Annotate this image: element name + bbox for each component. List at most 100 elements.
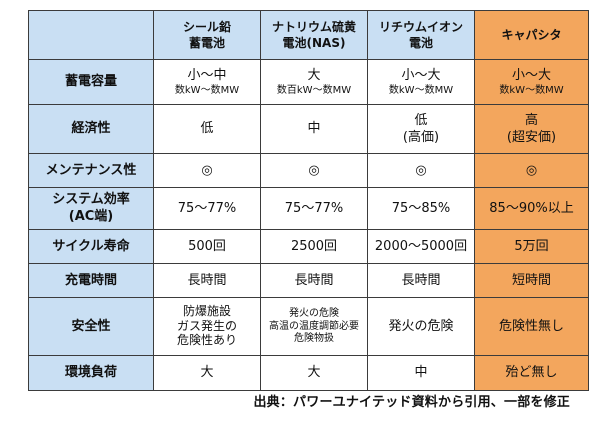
cell-main-text: 2500回 (290, 238, 338, 254)
row-label-line: (AC端) (68, 209, 114, 224)
cell-sub-text: 数百kW～数MW (276, 84, 352, 96)
header-lead-acid-battery: シール鉛 蓄電池 (153, 10, 261, 60)
cell-line: ガス発生の (176, 318, 237, 333)
table-cell: 中 (367, 355, 475, 391)
cell-main-text: 長時間 (401, 272, 441, 288)
cell-main-text: 長時間 (187, 272, 227, 288)
table-header-row: シール鉛 蓄電池 ナトリウム硫黄 電池(NAS) リチウムイオン 電池 キャパシ… (28, 10, 589, 60)
cell-main-text: 小～大 (401, 68, 441, 84)
cell-sub-text: (高価) (402, 129, 440, 145)
cell-sub-text: 数kW～数MW (174, 84, 240, 96)
cell-sub-text: (超安価) (506, 129, 557, 145)
capacitor-cell: 殆ど無し (474, 355, 589, 391)
table-cell: 2000～5000回 (367, 229, 475, 264)
cell-main-text: 大 (200, 365, 214, 381)
table-row: 経済性 低 中 低 (高価) 高 (超安価) (28, 104, 589, 154)
cell-main-text: 低 (200, 121, 214, 137)
cell-main-text: 大 (307, 365, 321, 381)
cell-main-text: 中 (414, 365, 428, 381)
table-cell: 防爆施設 ガス発生の 危険性あり (153, 297, 261, 356)
row-label-maintenance: メンテナンス性 (28, 153, 154, 188)
cell-main-text: 殆ど無し (505, 365, 558, 381)
cell-line: 発火の危険 (289, 308, 339, 320)
table-row: 安全性 防爆施設 ガス発生の 危険性あり 発火の危険 高温の温度調節必要 危険物… (28, 297, 589, 356)
cell-line: 危険物扱 (294, 333, 334, 345)
cell-main-text: 大 (307, 68, 321, 84)
cell-main-text: 短時間 (511, 272, 551, 288)
table-cell: 2500回 (260, 229, 368, 264)
table-cell: 大 (260, 355, 368, 391)
table-row: 環境負荷 大 大 中 殆ど無し (28, 355, 589, 391)
table-cell: 大 数百kW～数MW (260, 59, 368, 105)
table-cell: 中 (260, 104, 368, 154)
cell-sub-text: 数kW～数MW (499, 84, 564, 96)
cell-main-text: 発火の危険 (388, 318, 454, 334)
row-label-storage-capacity: 蓄電容量 (28, 59, 154, 105)
table-cell: 長時間 (260, 263, 368, 298)
row-label-environmental-load: 環境負荷 (28, 355, 154, 391)
row-label-cycle-life: サイクル寿命 (28, 229, 154, 264)
cell-main-text: 500回 (188, 238, 226, 254)
capacitor-cell: ◎ (474, 153, 589, 188)
row-label-economy: 経済性 (28, 104, 154, 154)
table-cell: 75～77% (260, 187, 368, 230)
cell-main-text: ◎ (308, 162, 320, 178)
table-cell: 発火の危険 高温の温度調節必要 危険物扱 (260, 297, 368, 356)
cell-main-text: 85～90%以上 (489, 200, 574, 216)
header-capacitor: キャパシタ (474, 10, 589, 60)
capacitor-cell: 小～大 数kW～数MW (474, 59, 589, 105)
capacitor-cell: 高 (超安価) (474, 104, 589, 154)
table-cell: 500回 (153, 229, 261, 264)
table-cell: 75～77% (153, 187, 261, 230)
cell-line: 高温の温度調節必要 (269, 320, 359, 332)
cell-main-text: 小～中 (187, 68, 227, 84)
row-label-charge-time: 充電時間 (28, 263, 154, 298)
header-line: 電池 (408, 35, 433, 50)
cell-main-text: 長時間 (294, 272, 334, 288)
cell-main-text: 5万回 (514, 238, 549, 254)
cell-main-text: 75～77% (284, 200, 344, 216)
table-cell: ◎ (153, 153, 261, 188)
header-line: リチウムイオン (378, 20, 463, 35)
header-line: キャパシタ (501, 27, 562, 42)
row-label-line: システム効率 (52, 192, 130, 208)
table-cell: 75～85% (367, 187, 475, 230)
table-cell: 長時間 (153, 263, 261, 298)
cell-main-text: 中 (307, 121, 321, 137)
table-cell: 小～中 数kW～数MW (153, 59, 261, 105)
capacitor-cell: 危険性無し (474, 297, 589, 356)
table-row: システム効率 (AC端) 75～77% 75～77% 75～85% (28, 187, 589, 230)
header-line: 蓄電池 (188, 35, 225, 50)
row-label-safety: 安全性 (28, 297, 154, 356)
cell-line: 危険性あり (176, 333, 237, 348)
table-cell: 小～大 数kW～数MW (367, 59, 475, 105)
table-row: 充電時間 長時間 長時間 長時間 短時間 (28, 263, 589, 298)
cell-main-text: 危険性無し (498, 318, 564, 334)
cell-main-text: ◎ (525, 162, 538, 178)
cell-main-text: 高 (524, 112, 538, 128)
table-row: 蓄電容量 小～中 数kW～数MW 大 数百kW～数MW 小～大 数kW～数MW (28, 59, 589, 105)
row-label-system-efficiency: システム効率 (AC端) (28, 187, 154, 230)
table-cell: 大 (153, 355, 261, 391)
header-nas-battery: ナトリウム硫黄 電池(NAS) (260, 10, 368, 60)
table-cell: 発火の危険 (367, 297, 475, 356)
cell-sub-text: 数kW～数MW (388, 84, 454, 96)
source-note: 出典：パワーユナイテッド資料から引用、一部を修正 (253, 395, 570, 410)
capacitor-cell: 短時間 (474, 263, 589, 298)
capacitor-cell: 5万回 (474, 229, 589, 264)
cell-line: 防爆施設 (182, 303, 231, 318)
comparison-table: シール鉛 蓄電池 ナトリウム硫黄 電池(NAS) リチウムイオン 電池 キャパシ… (28, 10, 589, 391)
table-row: メンテナンス性 ◎ ◎ ◎ ◎ (28, 153, 589, 188)
table-cell: 低 (高価) (367, 104, 475, 154)
header-line: ナトリウム硫黄 (271, 20, 356, 35)
table-cell: ◎ (367, 153, 475, 188)
cell-main-text: 2000～5000回 (374, 238, 468, 254)
table-cell: ◎ (260, 153, 368, 188)
cell-main-text: 低 (414, 112, 428, 128)
header-line: シール鉛 (182, 20, 231, 35)
table-cell: 低 (153, 104, 261, 154)
capacitor-cell: 85～90%以上 (474, 187, 589, 230)
cell-main-text: ◎ (201, 162, 213, 178)
header-empty-cell (28, 10, 154, 60)
